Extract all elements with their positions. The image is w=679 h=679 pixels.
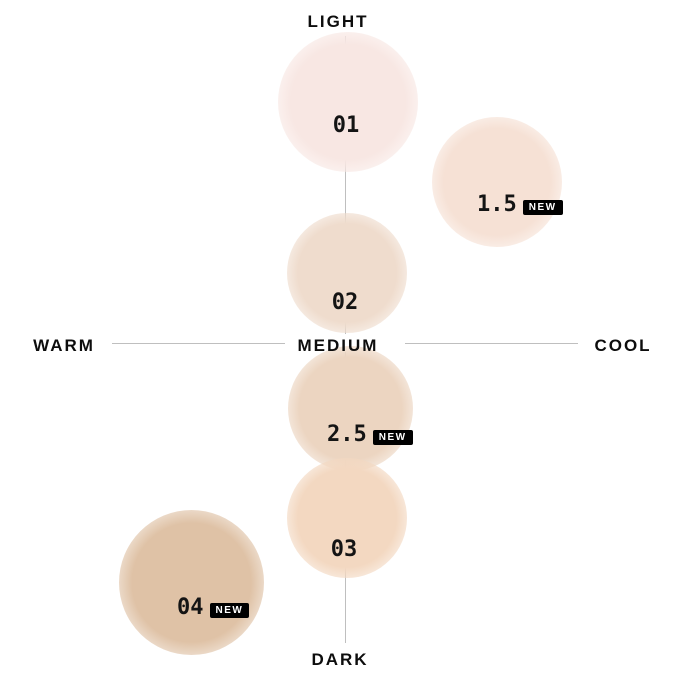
new-badge-04: NEW bbox=[209, 602, 250, 618]
shade-label-01: 01 bbox=[332, 113, 360, 138]
axis-label-medium: MEDIUM bbox=[297, 336, 379, 355]
shade-swatch-04 bbox=[119, 510, 264, 655]
axis-label-warm: WARM bbox=[33, 336, 95, 355]
shade-swatch-03 bbox=[287, 458, 407, 578]
shade-label-group-1-5: 1.5 NEW bbox=[477, 194, 563, 216]
shade-label-group-2-5: 2.5 NEW bbox=[327, 424, 413, 446]
axis-label-cool: COOL bbox=[594, 336, 652, 355]
axis-label-dark: DARK bbox=[311, 650, 369, 669]
vertical-axis-line-top bbox=[345, 36, 346, 334]
shade-label-1-5: 1.5 bbox=[477, 192, 517, 217]
shade-swatch-1-5 bbox=[432, 117, 562, 247]
horizontal-axis-line-left bbox=[112, 343, 285, 344]
shade-swatch-2-5 bbox=[288, 346, 413, 471]
new-badge-2-5: NEW bbox=[372, 429, 413, 445]
shade-label-group-02: 02 bbox=[332, 292, 359, 314]
shade-label-02: 02 bbox=[331, 290, 359, 315]
axis-label-light: LIGHT bbox=[307, 12, 369, 31]
shade-label-group-03: 03 bbox=[331, 539, 358, 561]
shade-label-group-04: 04 NEW bbox=[177, 595, 250, 620]
shade-swatch-02 bbox=[287, 213, 407, 333]
shade-label-04: 04 bbox=[177, 595, 204, 620]
shade-label-03: 03 bbox=[330, 537, 358, 562]
shade-swatch-01 bbox=[278, 32, 418, 172]
new-badge-1-5: NEW bbox=[522, 199, 563, 215]
shade-label-group-01: 01 bbox=[333, 115, 360, 137]
horizontal-axis-line-right bbox=[405, 343, 578, 344]
shade-label-2-5: 2.5 bbox=[327, 422, 367, 447]
